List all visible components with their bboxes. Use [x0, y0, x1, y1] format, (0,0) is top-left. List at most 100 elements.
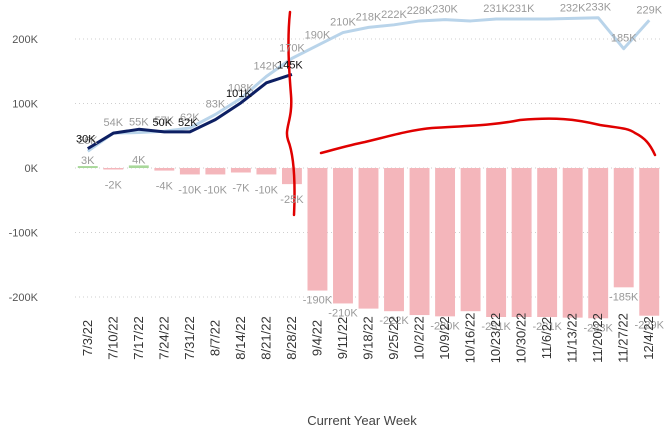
- x-tick-label: 7/31/22: [182, 316, 197, 359]
- y-tick-label: 100K: [12, 99, 38, 111]
- x-tick-label: 11/27/22: [616, 313, 631, 363]
- bar: [179, 168, 200, 175]
- data-label: 222K: [381, 9, 407, 21]
- data-label: -222K: [379, 315, 409, 327]
- data-label: 52K: [178, 117, 198, 129]
- data-label: -233K: [584, 322, 614, 334]
- x-tick-label: 12/4/22: [641, 316, 656, 359]
- bar: [230, 168, 251, 173]
- line-light-blue: [86, 16, 651, 153]
- data-label: -231K: [532, 321, 562, 333]
- x-tick-label: 9/25/22: [386, 316, 401, 359]
- x-tick-label: 7/3/22: [80, 320, 95, 356]
- y-tick-label: 0K: [25, 163, 39, 175]
- y-tick-label: -200K: [9, 292, 39, 304]
- data-label: 230K: [432, 4, 458, 16]
- data-label: 3K: [81, 155, 95, 167]
- y-tick-label: 200K: [12, 34, 38, 46]
- bar: [537, 168, 558, 317]
- data-label: 26K: [78, 135, 98, 147]
- data-label: 190K: [305, 29, 331, 41]
- bar-series: [77, 165, 660, 319]
- x-tick-label: 7/17/22: [131, 316, 146, 359]
- bar: [562, 168, 583, 318]
- data-label: -4K: [156, 181, 174, 193]
- data-label: 101K: [226, 88, 252, 100]
- x-tick-label: 7/24/22: [156, 316, 171, 359]
- bar: [358, 168, 379, 309]
- bar: [307, 168, 328, 291]
- x-tick-label: 10/9/22: [437, 316, 452, 359]
- data-label: 170K: [279, 42, 305, 54]
- data-label: -190K: [303, 295, 333, 307]
- data-label: -7K: [232, 183, 250, 195]
- data-label: -2K: [105, 179, 123, 191]
- bar: [281, 168, 302, 185]
- data-label: -10K: [255, 184, 279, 196]
- x-tick-label: 10/30/22: [514, 313, 529, 364]
- data-label: -210K: [328, 307, 358, 319]
- bar: [205, 168, 226, 175]
- data-label: 4K: [132, 154, 146, 166]
- x-tick-label: 8/14/22: [233, 316, 248, 359]
- bar: [511, 168, 532, 317]
- y-tick-label: -100K: [9, 228, 39, 240]
- x-tick-label: 11/20/22: [590, 313, 605, 363]
- bar: [486, 168, 507, 317]
- x-axis: 7/3/22 7/10/22 7/17/22 7/24/22 7/31/22 8/7/22…: [80, 313, 656, 364]
- x-tick-label: 9/18/22: [361, 316, 376, 359]
- data-label: 54K: [103, 117, 123, 129]
- annotation-curve-stroke: [319, 117, 657, 157]
- data-label: 62K: [180, 112, 200, 124]
- data-label: 231K: [483, 3, 509, 15]
- line-dark-navy: [86, 73, 293, 150]
- bar: [639, 168, 660, 316]
- x-tick-label: 10/16/22: [463, 313, 478, 364]
- x-tick-label: 8/7/22: [207, 320, 222, 356]
- bar: [384, 168, 404, 312]
- annotation-vertical-stroke: [285, 10, 296, 217]
- bar: [613, 168, 634, 288]
- data-label: 233K: [585, 2, 611, 14]
- data-label: 142K: [254, 60, 280, 72]
- data-label: -231K: [481, 321, 511, 333]
- x-tick-label: 9/4/22: [309, 320, 324, 356]
- data-label: 30K: [76, 134, 96, 146]
- bar: [435, 168, 456, 317]
- data-label: 210K: [330, 17, 356, 29]
- data-label: 50K: [153, 117, 173, 129]
- data-label: -185K: [609, 291, 639, 303]
- data-label: 231K: [509, 3, 535, 15]
- bar: [256, 168, 277, 175]
- x-tick-label: 8/28/22: [284, 316, 299, 359]
- bar: [128, 165, 149, 168]
- x-tick-label: 11/6/22: [539, 317, 554, 359]
- red-annotation: [285, 10, 657, 217]
- y-axis: 200K 100K 0K -100K -200K: [9, 34, 39, 304]
- data-label: 108K: [228, 82, 254, 94]
- bar: [77, 166, 98, 168]
- bar: [409, 168, 430, 316]
- x-tick-label: 10/2/22: [412, 316, 427, 359]
- line-series: [86, 16, 651, 153]
- data-label: 229K: [636, 4, 662, 16]
- data-label: 218K: [356, 11, 382, 23]
- data-label: -229K: [635, 320, 665, 332]
- bar: [460, 168, 481, 312]
- data-label: 57K: [155, 115, 175, 127]
- x-tick-label: 11/13/22: [565, 313, 580, 363]
- data-label: 185K: [611, 33, 637, 45]
- data-label: -10K: [204, 184, 228, 196]
- x-tick-label: 8/21/22: [258, 316, 273, 359]
- data-label: 83K: [206, 98, 226, 110]
- data-label: 145K: [277, 59, 303, 71]
- x-tick-label: 9/11/22: [335, 317, 350, 359]
- x-tick-label: 10/23/22: [488, 313, 503, 364]
- bar: [333, 168, 353, 304]
- x-tick-label: 7/10/22: [105, 316, 120, 359]
- x-axis-title: Current Year Week: [307, 413, 417, 428]
- bar: [103, 168, 124, 170]
- data-label: 232K: [560, 2, 586, 14]
